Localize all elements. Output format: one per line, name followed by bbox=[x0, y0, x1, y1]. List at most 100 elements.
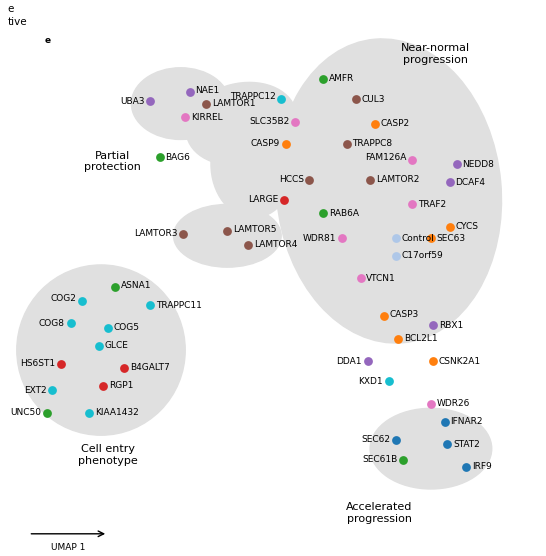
Point bbox=[78, 296, 87, 305]
Ellipse shape bbox=[17, 265, 185, 435]
Point bbox=[391, 435, 400, 444]
Text: COG8: COG8 bbox=[39, 319, 65, 327]
Point bbox=[366, 175, 375, 184]
Text: RGP1: RGP1 bbox=[109, 381, 133, 390]
Text: UNC50: UNC50 bbox=[10, 408, 41, 418]
Point bbox=[179, 229, 187, 238]
Ellipse shape bbox=[211, 110, 295, 218]
Point bbox=[99, 381, 108, 390]
Text: CASP2: CASP2 bbox=[381, 120, 410, 128]
Text: UMAP 1: UMAP 1 bbox=[51, 543, 85, 552]
Ellipse shape bbox=[174, 205, 281, 267]
Text: NEDD8: NEDD8 bbox=[462, 160, 494, 168]
Ellipse shape bbox=[186, 82, 296, 165]
Point bbox=[441, 418, 449, 426]
Text: Control: Control bbox=[401, 234, 434, 242]
Text: C17orf59: C17orf59 bbox=[401, 251, 443, 260]
Point bbox=[120, 364, 129, 373]
Point bbox=[104, 323, 112, 332]
Point bbox=[380, 312, 389, 321]
Point bbox=[202, 99, 211, 108]
Text: UBA3: UBA3 bbox=[120, 97, 145, 106]
Point bbox=[57, 359, 66, 368]
Text: HS6ST1: HS6ST1 bbox=[21, 359, 56, 368]
Text: TRAPPC12: TRAPPC12 bbox=[230, 92, 276, 101]
Text: CSNK2A1: CSNK2A1 bbox=[439, 357, 481, 366]
Text: Cell entry
phenotype: Cell entry phenotype bbox=[78, 444, 138, 466]
Text: SEC61B: SEC61B bbox=[362, 455, 397, 464]
Text: COG2: COG2 bbox=[51, 294, 76, 303]
Text: LAMTOR2: LAMTOR2 bbox=[376, 175, 419, 184]
Text: KIRREL: KIRREL bbox=[191, 112, 222, 122]
Point bbox=[461, 462, 470, 471]
Text: BCL2L1: BCL2L1 bbox=[404, 334, 437, 344]
Point bbox=[446, 177, 454, 186]
Point bbox=[279, 196, 288, 205]
Text: CUL3: CUL3 bbox=[361, 95, 385, 103]
Text: LAMTOR1: LAMTOR1 bbox=[212, 99, 256, 108]
Text: Partial
protection: Partial protection bbox=[84, 151, 141, 172]
Point bbox=[357, 274, 365, 283]
Ellipse shape bbox=[132, 68, 230, 140]
Point bbox=[223, 227, 232, 236]
Point bbox=[43, 408, 51, 417]
Text: Accelerated
progression: Accelerated progression bbox=[346, 503, 413, 524]
Ellipse shape bbox=[276, 39, 502, 343]
Point bbox=[370, 120, 379, 128]
Point bbox=[146, 301, 155, 310]
Point bbox=[319, 75, 328, 83]
Point bbox=[66, 319, 75, 327]
Text: e: e bbox=[8, 4, 14, 14]
Point bbox=[446, 222, 454, 231]
Text: SEC63: SEC63 bbox=[437, 234, 466, 242]
Text: VTCN1: VTCN1 bbox=[366, 274, 396, 283]
Point bbox=[181, 113, 189, 122]
Text: WDR81: WDR81 bbox=[303, 234, 336, 242]
Point bbox=[111, 283, 120, 292]
Text: EXT2: EXT2 bbox=[23, 386, 46, 395]
Text: FAM126A: FAM126A bbox=[365, 153, 407, 162]
Point bbox=[399, 455, 407, 464]
Ellipse shape bbox=[370, 408, 492, 489]
Point bbox=[429, 321, 438, 330]
Text: CASP9: CASP9 bbox=[251, 140, 280, 148]
Point bbox=[146, 97, 155, 106]
Point bbox=[384, 377, 393, 386]
Text: LAMTOR5: LAMTOR5 bbox=[233, 225, 276, 234]
Text: TRAPPC11: TRAPPC11 bbox=[156, 301, 201, 310]
Text: DCAF4: DCAF4 bbox=[455, 177, 485, 186]
Text: IRF9: IRF9 bbox=[472, 462, 491, 471]
Text: B4GALT7: B4GALT7 bbox=[130, 364, 170, 373]
Point bbox=[364, 357, 372, 366]
Text: KXD1: KXD1 bbox=[359, 377, 383, 386]
Text: LAMTOR4: LAMTOR4 bbox=[254, 240, 298, 249]
Text: WDR26: WDR26 bbox=[437, 399, 470, 408]
Text: LAMTOR3: LAMTOR3 bbox=[134, 229, 177, 238]
Text: e: e bbox=[45, 36, 51, 46]
Point bbox=[408, 155, 417, 164]
Text: SLC35B2: SLC35B2 bbox=[250, 117, 289, 126]
Text: NAE1: NAE1 bbox=[195, 86, 220, 95]
Point bbox=[94, 341, 103, 350]
Text: LARGE: LARGE bbox=[248, 196, 278, 205]
Point bbox=[305, 175, 313, 184]
Text: CYCS: CYCS bbox=[455, 222, 478, 231]
Text: CASP3: CASP3 bbox=[390, 310, 419, 319]
Point bbox=[282, 140, 290, 148]
Point bbox=[244, 240, 253, 249]
Text: KIAA1432: KIAA1432 bbox=[95, 408, 139, 418]
Point bbox=[48, 386, 56, 395]
Point bbox=[426, 234, 435, 242]
Text: COG5: COG5 bbox=[114, 323, 140, 332]
Text: GLCE: GLCE bbox=[104, 341, 128, 350]
Text: ASNA1: ASNA1 bbox=[121, 281, 151, 290]
Point bbox=[291, 117, 300, 126]
Point bbox=[391, 234, 400, 242]
Text: AMFR: AMFR bbox=[329, 75, 354, 83]
Point bbox=[429, 357, 438, 366]
Text: SEC62: SEC62 bbox=[361, 435, 390, 444]
Text: RBX1: RBX1 bbox=[439, 321, 463, 330]
Point bbox=[452, 160, 461, 168]
Text: BAG6: BAG6 bbox=[165, 153, 190, 162]
Text: Near-normal
progression: Near-normal progression bbox=[401, 43, 470, 64]
